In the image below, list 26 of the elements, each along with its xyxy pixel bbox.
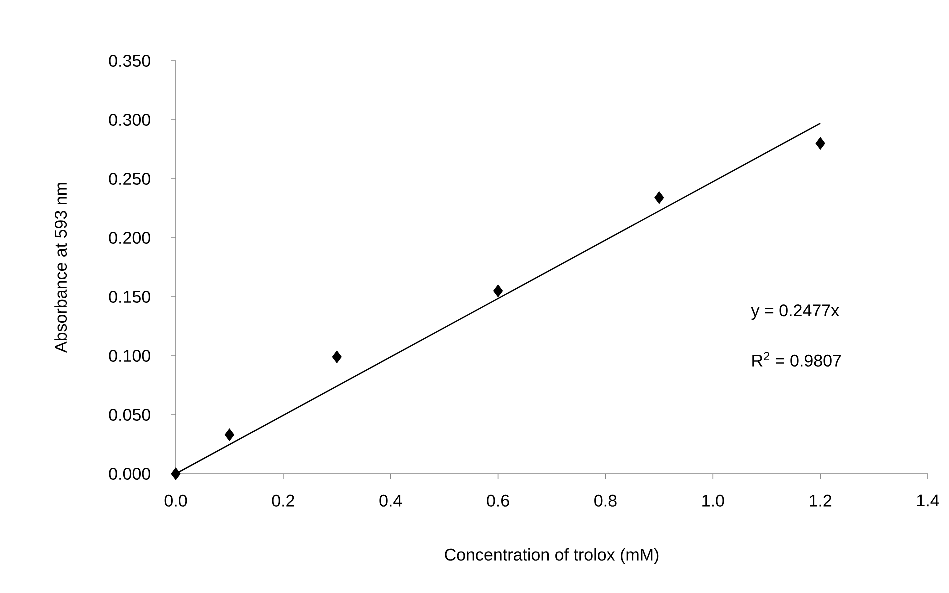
point <box>224 428 235 442</box>
point <box>654 192 664 204</box>
annotation: R$^{2}$ = 0.9807 <box>752 352 842 367</box>
y-tick-label: 0.200 <box>109 232 150 244</box>
y-tick-label: 0.300 <box>109 114 150 126</box>
x-tick-label: 1.0 <box>702 494 724 507</box>
x-tick-label: 0.6 <box>487 494 510 507</box>
point <box>493 284 504 298</box>
x-tick-label: 0.0 <box>164 494 188 507</box>
x-tick-label: 1.2 <box>810 494 832 507</box>
y-tick-label: 0.150 <box>109 290 150 304</box>
annotation: y = 0.2477x <box>751 304 840 320</box>
y-tick-label: 0.000 <box>109 468 150 480</box>
y-tick-label: 0.050 <box>109 408 150 422</box>
y-tick-label: 0.100 <box>109 350 150 362</box>
y-tick-label: 0.250 <box>109 172 150 186</box>
x-tick-label: 0.8 <box>594 494 617 507</box>
x-tick-label: 0.4 <box>380 494 402 507</box>
x-tick-label: 1.4 <box>917 494 940 507</box>
point <box>171 468 181 480</box>
x-tick-label: 0.2 <box>272 494 294 507</box>
point <box>332 350 342 364</box>
y-tick-label: 0.350 <box>109 54 150 68</box>
point <box>816 137 826 150</box>
y-axis-title: Absorbance at 593 nm <box>54 183 68 353</box>
x-axis-title: Concentration of trolox (mM) <box>445 548 659 564</box>
